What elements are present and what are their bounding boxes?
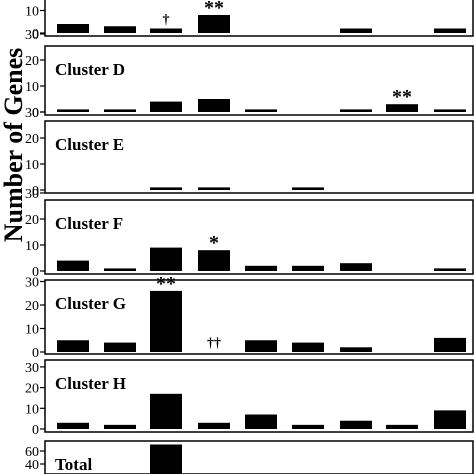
significance-marker: ††: [207, 336, 221, 351]
panel-frame: [44, 45, 474, 116]
panel-label: Total: [55, 455, 92, 474]
bar: [245, 109, 277, 112]
bar: [150, 290, 182, 352]
bar: [434, 410, 466, 429]
bar: [245, 340, 277, 352]
y-axis-title: Number of Genes: [0, 48, 28, 243]
panel-frame: [44, 120, 474, 194]
bar: [198, 250, 230, 271]
bar: [245, 414, 277, 429]
bar: [150, 101, 182, 112]
bar: [150, 28, 182, 33]
bar: [292, 342, 324, 352]
bar: [198, 99, 230, 112]
bar: [150, 247, 182, 271]
y-tick-label: 10: [25, 323, 39, 338]
panel-0: 0 10 † **: [25, 0, 474, 42]
significance-marker: **: [204, 0, 224, 19]
bar: [434, 337, 466, 352]
y-tick-label: 30: [25, 106, 39, 121]
panel-frame: [44, 0, 474, 37]
panel-2: 0 10 20 30 Cluster E: [25, 106, 474, 199]
y-tick-label: 0: [32, 184, 39, 199]
bar: [292, 187, 324, 190]
y-tick-label: 60: [25, 445, 39, 460]
y-tick-label: 20: [25, 132, 39, 147]
bar: [340, 263, 372, 271]
bar: [57, 260, 89, 271]
y-tick-label: 30: [25, 276, 39, 291]
bar: [104, 268, 136, 271]
bar: [292, 424, 324, 429]
panel-label: Cluster G: [55, 294, 126, 313]
bar: [386, 104, 418, 112]
y-tick-label: 30: [25, 361, 39, 376]
bar: [104, 342, 136, 352]
bar: [57, 109, 89, 112]
y-tick-label: 10: [25, 158, 39, 173]
significance-marker: †: [163, 13, 170, 28]
panel-1: 0 10 20 30 Cluster D **: [25, 28, 474, 121]
significance-marker: **: [156, 273, 176, 295]
bar: [57, 24, 89, 33]
y-tick-label: 0: [32, 423, 39, 438]
bar: [198, 15, 230, 33]
panel-4: 0 10 20 30 Cluster G ** ††: [25, 273, 474, 361]
y-tick-label: 10: [25, 402, 39, 417]
panel-label: Cluster H: [55, 374, 126, 393]
bar: [150, 393, 182, 429]
bar: [245, 265, 277, 271]
panel-frame: [44, 440, 474, 474]
panel-label: Cluster D: [55, 60, 125, 79]
y-tick-label: 0: [32, 346, 39, 361]
bar: [104, 26, 136, 33]
y-tick-label: 10: [25, 239, 39, 254]
significance-marker: **: [392, 86, 412, 108]
y-tick-label: 20: [25, 54, 39, 69]
y-tick-label: 10: [25, 80, 39, 95]
y-tick-label: 30: [25, 187, 39, 202]
y-tick-label: 0: [32, 106, 39, 121]
panel-label: Cluster F: [55, 214, 123, 233]
bar: [340, 420, 372, 429]
bar: [104, 109, 136, 112]
y-tick-label: 40: [25, 458, 39, 473]
y-tick-label: 0: [32, 27, 39, 42]
chart-panels: 0 10 † ** 0 10 20 30 Cluster D ** 0 10 20 30 Cluster E…: [25, 0, 474, 474]
bar: [340, 28, 372, 33]
bar: [57, 422, 89, 429]
panel-frame: [44, 199, 474, 275]
y-tick-label: 20: [25, 299, 39, 314]
bar: [150, 444, 182, 474]
y-tick-label: 20: [25, 382, 39, 397]
significance-marker: *: [209, 232, 219, 254]
bar: [292, 265, 324, 271]
bar: [340, 347, 372, 352]
panel-frame: [44, 279, 474, 355]
bar: [198, 422, 230, 429]
y-tick-label: 30: [25, 28, 39, 43]
bar: [150, 187, 182, 190]
bar: [340, 109, 372, 112]
bar: [434, 109, 466, 112]
bar: [434, 28, 466, 33]
y-tick-label: 10: [25, 5, 39, 20]
bar: [104, 424, 136, 429]
y-tick-label: 0: [32, 265, 39, 280]
bar: [386, 424, 418, 429]
bar: [434, 268, 466, 271]
y-tick-label: 20: [25, 213, 39, 228]
bar: [57, 340, 89, 352]
panel-5: 0 10 20 30 Cluster H: [25, 359, 474, 438]
bar: [198, 187, 230, 190]
panel-label: Cluster E: [55, 135, 124, 154]
panel-frame: [44, 359, 474, 433]
panel-3: 0 10 20 30 Cluster F *: [25, 187, 474, 280]
